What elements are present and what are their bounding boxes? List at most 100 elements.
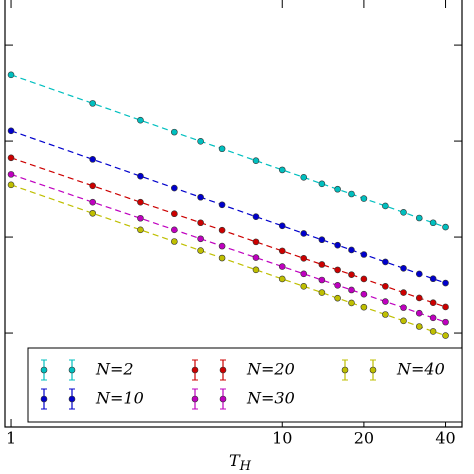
fit-line (10, 74, 446, 228)
data-point (171, 226, 178, 234)
data-point (197, 247, 204, 254)
data-point (171, 128, 178, 136)
data-point (300, 282, 308, 290)
data-point (218, 226, 226, 234)
data-point (89, 182, 96, 190)
data-point (137, 226, 144, 234)
data-point (348, 286, 355, 294)
data-point (218, 254, 226, 262)
data-point (382, 298, 389, 305)
data-point (7, 154, 15, 162)
x-tick-label: 40 (435, 429, 455, 448)
legend-label: N=40 (396, 360, 445, 379)
legend-label: N=2 (95, 360, 134, 379)
data-point (218, 201, 226, 209)
legend-marker (68, 366, 76, 374)
data-point (89, 198, 96, 206)
legend-box (27, 347, 463, 423)
data-point (252, 157, 260, 164)
data-point (89, 209, 96, 217)
data-point (442, 303, 449, 311)
data-point (382, 311, 389, 318)
data-point (197, 219, 204, 227)
data-point (171, 184, 178, 192)
data-point (218, 242, 226, 250)
data-point (442, 223, 449, 231)
data-point (252, 213, 260, 220)
data-point (400, 304, 407, 311)
data-point (415, 270, 423, 278)
data-point (415, 214, 423, 222)
data-point (278, 222, 286, 230)
data-point (137, 198, 144, 206)
data-point (171, 238, 178, 245)
data-point (252, 238, 260, 246)
data-point (252, 254, 260, 261)
legend-marker (369, 366, 377, 374)
data-point (300, 174, 308, 181)
data-point (252, 266, 260, 274)
data-point (400, 264, 407, 272)
data-point (334, 241, 341, 249)
data-point (89, 156, 96, 163)
data-point (89, 100, 96, 107)
data-point (334, 185, 341, 193)
x-tick-label: 20 (354, 429, 374, 448)
legend-label: N=10 (95, 389, 144, 408)
data-point (442, 279, 449, 287)
data-point (171, 210, 178, 218)
data-point (360, 275, 368, 283)
x-tick-label: 1 (6, 429, 16, 448)
legend-marker (68, 395, 76, 403)
data-point (400, 289, 407, 296)
data-point (7, 171, 15, 178)
data-point (442, 332, 449, 339)
data-point (197, 235, 204, 243)
data-point (348, 190, 355, 198)
legend-marker (40, 395, 48, 403)
data-point (360, 251, 368, 258)
data-point (415, 309, 423, 317)
data-point (348, 246, 355, 254)
data-point (429, 299, 437, 307)
data-point (360, 290, 368, 298)
data-point (348, 271, 355, 278)
data-point (278, 263, 286, 270)
data-point (415, 294, 423, 302)
legend-marker (219, 395, 227, 403)
data-point (278, 247, 286, 255)
data-point (400, 317, 407, 325)
data-point (278, 275, 286, 283)
data-point (7, 71, 15, 79)
data-point (137, 214, 144, 222)
data-point (318, 236, 326, 244)
legend-label: N=20 (246, 360, 295, 379)
data-point (382, 258, 389, 266)
data-point (318, 261, 326, 268)
data-point (429, 314, 437, 322)
data-point (334, 294, 341, 302)
data-point (197, 193, 204, 201)
data-point (300, 254, 308, 262)
data-point (442, 318, 449, 326)
data-point (348, 299, 355, 307)
data-point (429, 328, 437, 335)
legend-marker (191, 366, 199, 374)
data-point (400, 209, 407, 216)
data-point (7, 127, 15, 135)
data-point (334, 282, 341, 289)
data-point (137, 116, 144, 124)
plot-frame (4, 0, 463, 428)
data-point (318, 276, 326, 284)
data-point (382, 202, 389, 210)
fit-line (10, 157, 446, 308)
legend-marker (40, 366, 48, 374)
x-axis-label: TH (229, 451, 252, 474)
data-point (415, 323, 423, 330)
x-tick-label: 10 (272, 429, 292, 448)
legend-label: N=30 (246, 389, 295, 408)
legend-marker (191, 395, 199, 403)
data-point (360, 195, 368, 202)
data-point (300, 230, 308, 237)
